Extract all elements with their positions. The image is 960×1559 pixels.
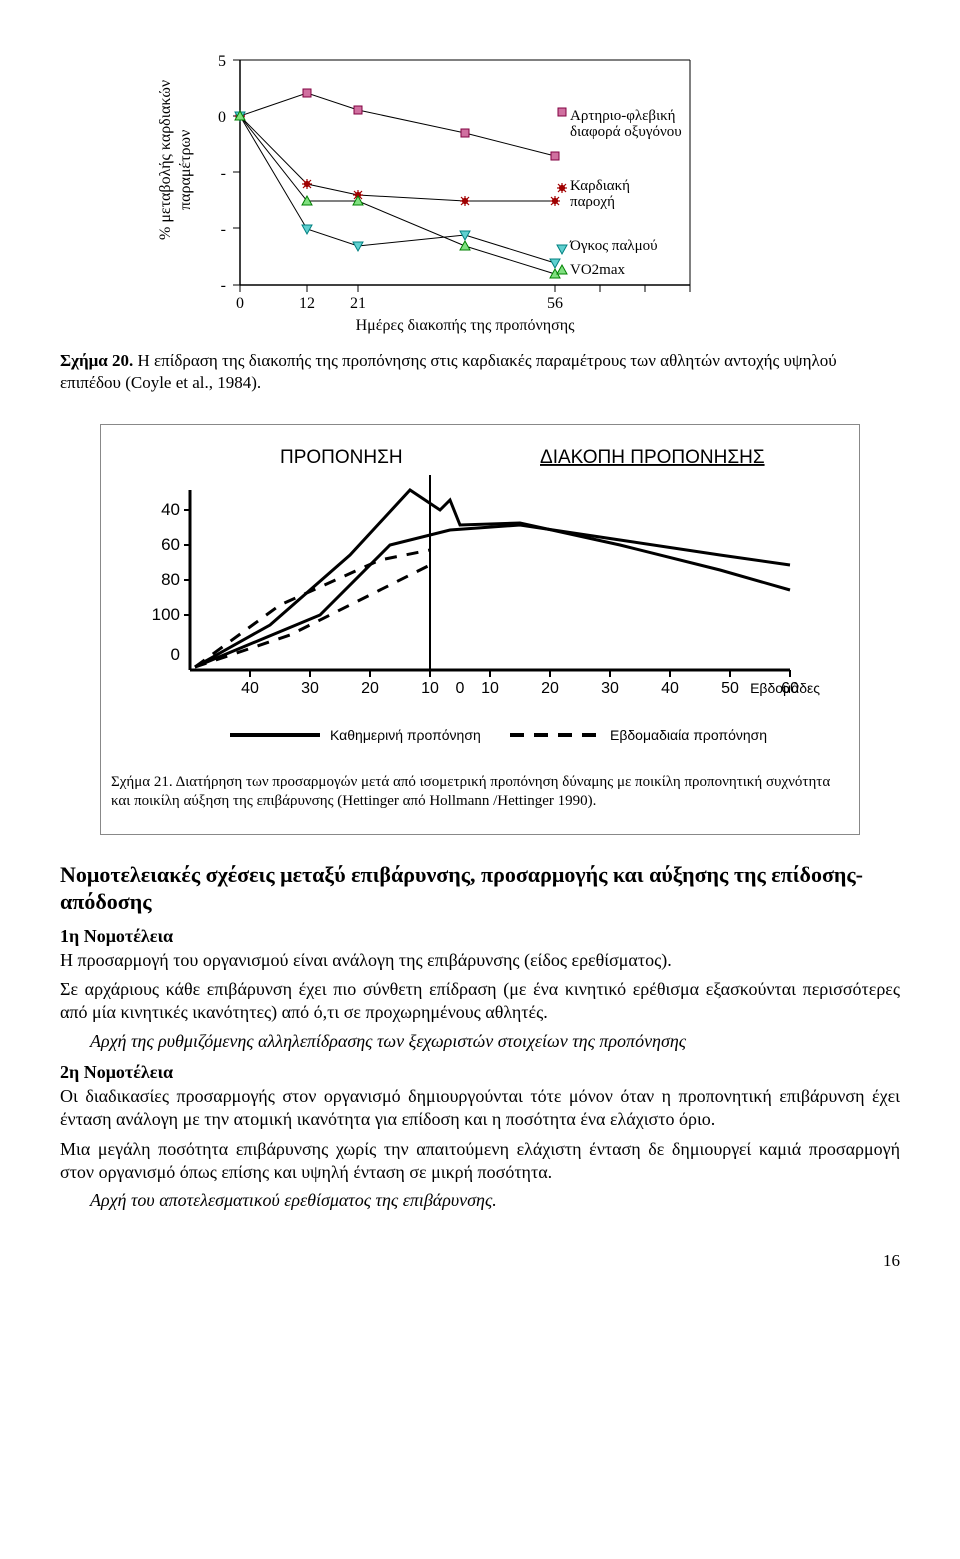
- svg-text:0: 0: [236, 295, 244, 312]
- figure-20-caption: Σχήμα 20. Η επίδραση της διακοπής της πρ…: [60, 350, 900, 394]
- law2-principle: Αρχή του αποτελεσματικού ερεθίσματος της…: [90, 1190, 900, 1211]
- fig21-header-left: ΠΡΟΠΟΝΗΣΗ: [280, 447, 403, 468]
- page-number: 16: [60, 1251, 900, 1271]
- caption21-bold: Σχήμα 21.: [111, 774, 173, 790]
- svg-text:5: 5: [218, 53, 226, 70]
- svg-text:% μεταβολής καρδιακών: % μεταβολής καρδιακών: [157, 80, 174, 240]
- svg-text:30: 30: [301, 680, 319, 697]
- section-title: Νομοτελειακές σχέσεις μεταξύ επιβάρυνσης…: [60, 861, 900, 916]
- svg-text:21: 21: [350, 295, 366, 312]
- figure-20-chart: 0 12 21 56 5 0 - - - % μεταβολής καρδιακ…: [130, 40, 830, 340]
- law1-p1: Η προσαρμογή του οργανισμού είναι ανάλογ…: [60, 949, 900, 972]
- figure-21-caption: Σχήμα 21. Διατήρηση των προσαρμογών μετά…: [111, 773, 849, 811]
- law2-title: 2η Νομοτέλεια: [60, 1062, 900, 1083]
- figure20-xlabel: Ημέρες διακοπής της προπόνησης: [356, 317, 575, 334]
- caption20-bold: Σχήμα 20.: [60, 351, 133, 370]
- fig21-legend-dashed: Εβδομαδιαία προπόνηση: [610, 727, 767, 743]
- legend-vo2max: VO2max: [570, 262, 625, 278]
- svg-text:20: 20: [361, 680, 379, 697]
- svg-text:60: 60: [161, 535, 180, 554]
- law2-p1: Οι διαδικασίες προσαρμογής στον οργανισμ…: [60, 1085, 900, 1132]
- svg-text:100: 100: [152, 605, 180, 624]
- svg-text:0: 0: [456, 680, 465, 697]
- svg-text:-: -: [221, 277, 226, 294]
- svg-text:-: -: [221, 221, 226, 238]
- svg-text:12: 12: [299, 295, 315, 312]
- svg-text:40: 40: [241, 680, 259, 697]
- law1-principle: Αρχή της ρυθμιζόμενης αλληλεπίδρασης των…: [90, 1031, 900, 1052]
- law1-title: 1η Νομοτέλεια: [60, 926, 900, 947]
- legend-cardiac: Καρδιακή παροχή: [570, 178, 634, 210]
- svg-text:50: 50: [721, 680, 739, 697]
- series-asterisk: [235, 111, 560, 206]
- svg-text:40: 40: [661, 680, 679, 697]
- legend-avo2: Αρτηριο-φλεβική διαφορά οξυγόνου: [570, 108, 682, 140]
- svg-text:20: 20: [541, 680, 559, 697]
- series-tri-up: [235, 111, 560, 278]
- fig21-header-right: ΔΙΑΚΟΠΗ ΠΡΟΠΟΝΗΣΗΣ: [540, 447, 765, 468]
- svg-text:0: 0: [171, 645, 180, 664]
- series-squares: [236, 89, 559, 160]
- svg-text:παραμέτρων: παραμέτρων: [177, 130, 194, 210]
- svg-text:10: 10: [481, 680, 499, 697]
- caption21-rest: Διατήρηση των προσαρμογών μετά από ισομε…: [111, 774, 830, 809]
- figure-21-chart: ΠΡΟΠΟΝΗΣΗ ΔΙΑΚΟΠΗ ΠΡΟΠΟΝΗΣΗΣ 40 60 80 10…: [120, 435, 840, 765]
- svg-text:40: 40: [161, 500, 180, 519]
- svg-text:30: 30: [601, 680, 619, 697]
- svg-text:0: 0: [218, 109, 226, 126]
- figure-21: ΠΡΟΠΟΝΗΣΗ ΔΙΑΚΟΠΗ ΠΡΟΠΟΝΗΣΗΣ 40 60 80 10…: [100, 424, 860, 835]
- law1-p2: Σε αρχάριους κάθε επιβάρυνση έχει πιο σύ…: [60, 978, 900, 1025]
- figure-20: 0 12 21 56 5 0 - - - % μεταβολής καρδιακ…: [130, 40, 830, 340]
- legend-stroke: Όγκος παλμού: [569, 238, 658, 254]
- svg-text:-: -: [221, 165, 226, 182]
- fig21-xunit: Εβδομάδες: [750, 680, 820, 696]
- svg-text:10: 10: [421, 680, 439, 697]
- law2-p2: Μια μεγάλη ποσότητα επιβάρυνσης χωρίς τη…: [60, 1138, 900, 1185]
- svg-text:56: 56: [547, 295, 563, 312]
- caption20-rest: Η επίδραση της διακοπής της προπόνησης σ…: [60, 351, 837, 392]
- fig21-legend-solid: Καθημερινή προπόνηση: [330, 727, 481, 743]
- svg-text:80: 80: [161, 570, 180, 589]
